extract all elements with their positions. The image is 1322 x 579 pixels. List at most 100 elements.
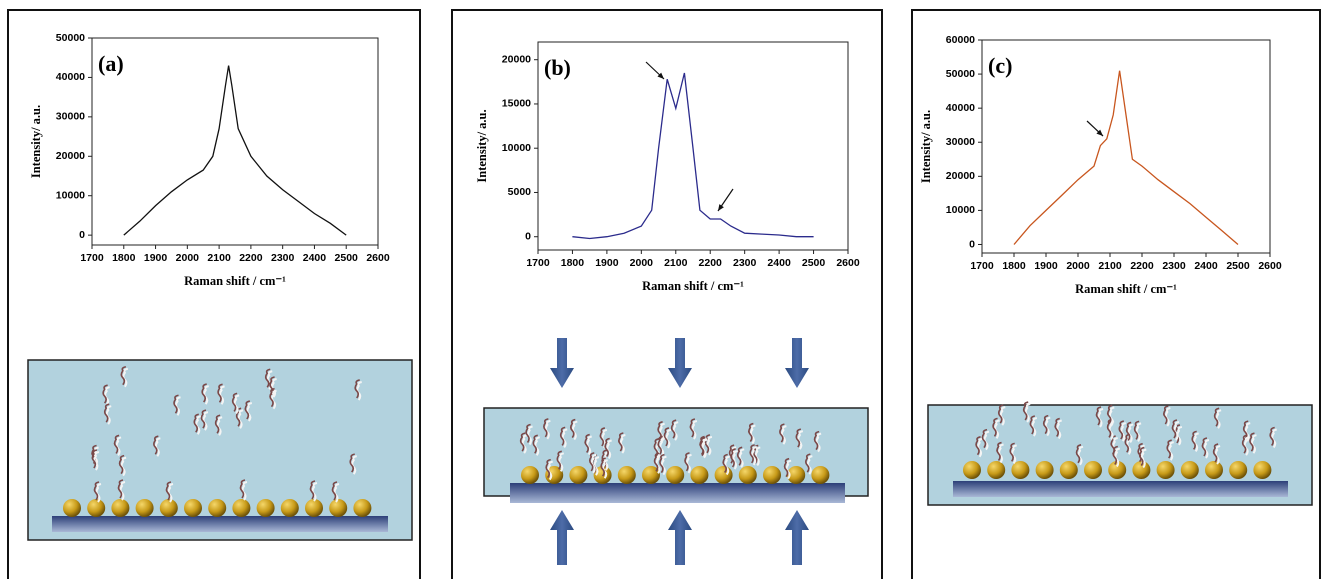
x-tick-label: 2000	[1066, 260, 1090, 272]
molecule-shadow	[593, 456, 600, 476]
x-tick-label: 2500	[1226, 260, 1250, 272]
molecule-shadow	[233, 394, 240, 414]
substrate	[953, 481, 1288, 497]
molecule-shadow	[356, 380, 362, 401]
y-tick-label: 10000	[56, 189, 85, 201]
molecule-shadow	[1024, 403, 1031, 423]
x-tick-label: 2300	[271, 252, 295, 264]
arrow-head	[1096, 129, 1103, 136]
molecule-shadow	[1203, 439, 1210, 459]
x-tick-label: 1900	[1034, 260, 1058, 272]
molecule-shadow	[977, 437, 983, 458]
arrow-head	[657, 72, 664, 79]
x-tick-label: 2100	[207, 252, 231, 264]
molecule	[689, 418, 696, 438]
molecule	[1138, 446, 1145, 467]
molecule	[704, 434, 711, 454]
panel-border	[911, 9, 1321, 579]
panel-label: (c)	[988, 53, 1012, 78]
gold-particle	[1180, 461, 1199, 479]
plot-frame	[537, 41, 849, 251]
molecule	[193, 413, 199, 433]
gold-particle	[135, 499, 154, 517]
molecule-shadow	[558, 452, 565, 472]
molecule-shadow	[219, 385, 225, 405]
x-tick-label: 2600	[836, 257, 860, 269]
substrate	[52, 516, 388, 532]
molecule-shadow	[1011, 444, 1017, 464]
panel-border	[451, 9, 883, 579]
molecule	[559, 426, 566, 446]
gold-particle	[1059, 461, 1078, 479]
molecule	[975, 436, 981, 456]
gold-particle	[642, 466, 660, 484]
gold-particle	[690, 466, 709, 484]
molecule-shadow	[1243, 436, 1250, 456]
molecule-shadow	[751, 445, 757, 466]
molecule	[1042, 414, 1049, 435]
gold-particle	[208, 499, 227, 517]
molecule	[102, 384, 108, 404]
molecule	[519, 432, 526, 452]
molecule	[1241, 434, 1248, 454]
molecule	[93, 481, 100, 501]
molecule-shadow	[154, 437, 161, 457]
molecule	[309, 480, 316, 500]
molecule-shadow	[571, 420, 578, 441]
y-tick-label: 20000	[502, 53, 531, 65]
molecule	[813, 430, 820, 451]
x-tick-label: 1800	[561, 257, 585, 269]
molecule-shadow	[104, 386, 110, 406]
molecule	[748, 422, 754, 443]
molecule-shadow	[1077, 445, 1084, 466]
x-tick-label: 2100	[1098, 260, 1122, 272]
molecule-shadow	[1215, 409, 1222, 429]
molecule	[670, 419, 677, 439]
molecule	[239, 479, 246, 499]
molecule	[113, 434, 120, 454]
molecule-shadow	[998, 443, 1004, 464]
data-line	[572, 72, 814, 240]
molecule	[663, 427, 670, 447]
molecule	[584, 433, 590, 454]
molecule-shadow	[806, 455, 813, 475]
press-arrow-down	[668, 338, 692, 388]
gold-particle	[1084, 461, 1102, 479]
y-tick-label: 20000	[946, 170, 975, 182]
molecule-shadow	[797, 430, 804, 450]
molecule	[545, 458, 551, 479]
molecule-shadow	[1271, 428, 1277, 449]
gold-particle	[1132, 461, 1151, 479]
molecule	[699, 436, 706, 457]
molecule-shadow	[999, 406, 1006, 426]
molecule	[201, 383, 207, 403]
molecule	[349, 453, 355, 473]
molecule-shadow	[120, 456, 127, 477]
molecule-shadow	[115, 436, 122, 457]
molecule	[779, 423, 785, 443]
molecule	[91, 449, 98, 469]
x-tick-label: 2100	[664, 257, 688, 269]
molecule	[120, 365, 127, 386]
molecule-shadow	[271, 378, 277, 398]
x-axis-title: Raman shift / cm⁻¹	[642, 279, 744, 293]
gold-particle	[232, 499, 251, 517]
gold-particle	[87, 499, 106, 517]
molecule	[569, 418, 576, 439]
molecule-shadow	[521, 434, 528, 454]
molecule-shadow	[241, 481, 248, 501]
press-arrow-up	[668, 510, 692, 565]
molecule-shadow	[1108, 406, 1115, 427]
molecule	[1009, 442, 1015, 462]
y-tick-label: 20000	[56, 150, 85, 162]
gold-particle	[63, 499, 81, 517]
molecule-shadow	[1056, 419, 1062, 440]
molecule-shadow	[590, 453, 597, 474]
x-tick-label: 2300	[733, 257, 757, 269]
molecule-shadow	[105, 405, 112, 425]
molecule	[1118, 420, 1124, 440]
molecule	[532, 434, 538, 454]
molecule	[749, 444, 755, 464]
molecule-shadow	[738, 448, 745, 468]
molecule-shadow	[1097, 408, 1104, 428]
